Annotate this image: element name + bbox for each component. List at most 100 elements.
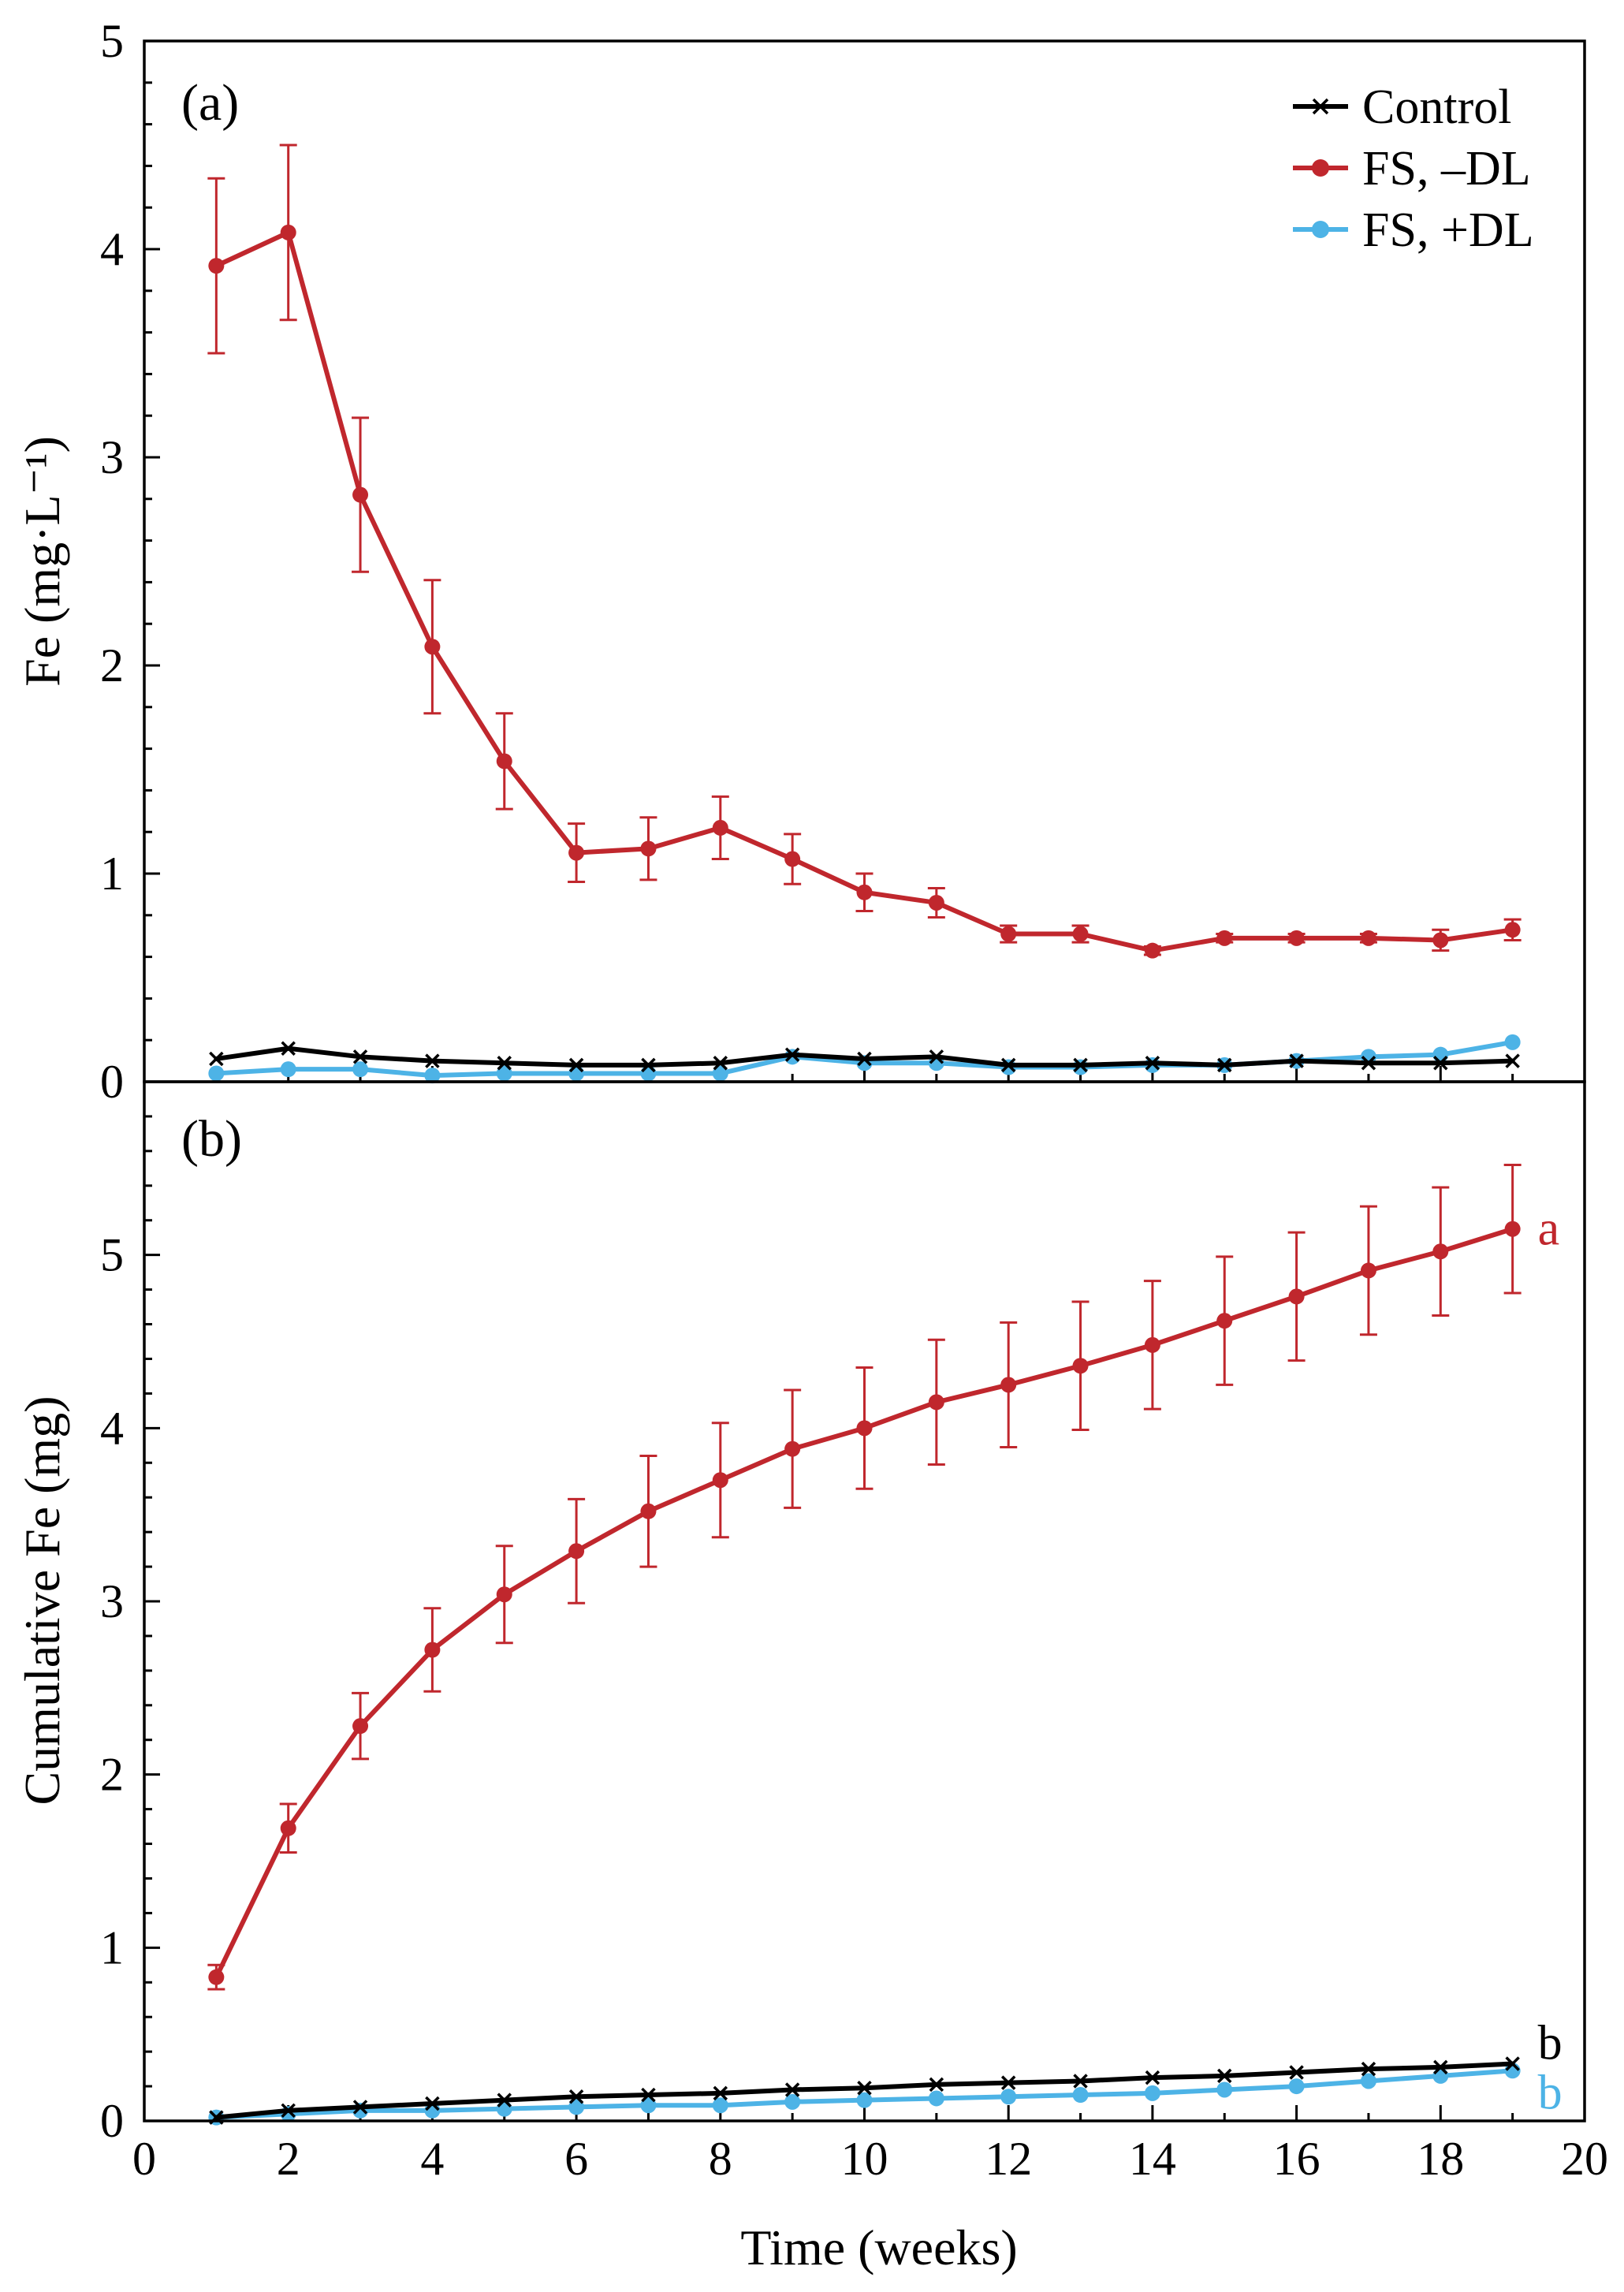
- panel-a-point-control: [929, 1049, 944, 1064]
- panel-a-point-fs-plus-dl: [424, 1068, 441, 1084]
- panel-b-point-fs-plus-dl: [1144, 2085, 1160, 2101]
- panel-a-point-fs-minus-dl: [712, 819, 728, 836]
- panel-a-point-control: [1289, 1053, 1304, 1068]
- legend-label-fs-minus-dl: FS, –DL: [1362, 142, 1531, 196]
- x-tick-label: 20: [1561, 2133, 1608, 2185]
- panel-a-series-fs-minus-dl: [207, 143, 1522, 959]
- panel-b-point-fs-plus-dl: [496, 2100, 512, 2117]
- panel-b-point-fs-plus-dl: [784, 2093, 801, 2110]
- significance-letter-fs-minus-dl: a: [1538, 1202, 1560, 1256]
- panel-b-point-fs-minus-dl: [496, 1586, 512, 1603]
- panel-a-point-fs-plus-dl: [496, 1065, 512, 1082]
- panel-a-point-fs-minus-dl: [640, 840, 657, 857]
- panel-b-point-control: [1361, 2061, 1376, 2077]
- panel-b-point-fs-minus-dl: [640, 1503, 657, 1519]
- panel-b-frame: [143, 1080, 1586, 2122]
- panel-b-point-control: [929, 2077, 944, 2093]
- panel-b-point-control: [1073, 2074, 1088, 2089]
- panel-a-point-fs-minus-dl: [1000, 926, 1017, 942]
- panel-b-point-fs-minus-dl: [712, 1472, 728, 1489]
- panel-a-point-control: [784, 1047, 800, 1062]
- panel-a-point-fs-plus-dl: [352, 1061, 369, 1078]
- panel-b-y-tick-label: 5: [100, 1229, 124, 1281]
- x-tick-label: 8: [709, 2133, 732, 2185]
- panel-a-point-fs-minus-dl: [1288, 930, 1305, 946]
- panel-b-point-fs-minus-dl: [1144, 1336, 1160, 1353]
- panel-a-y-tick-label: 4: [100, 223, 124, 275]
- panel-b-series-control: [209, 2056, 1520, 2125]
- panel-a-point-fs-plus-dl: [712, 1065, 728, 1082]
- panel-a-point-control: [281, 1041, 296, 1056]
- x-tick-label: 18: [1417, 2133, 1464, 2185]
- panel-a-point-control: [713, 1056, 728, 1071]
- panel-a-point-control: [568, 1057, 584, 1073]
- legend-item-fs-minus-dl: FS, –DL: [1293, 142, 1531, 196]
- legend: Control FS, –DL FS, +DL: [1293, 80, 1534, 257]
- panel-a-point-control: [425, 1053, 440, 1068]
- panel-b-point-fs-minus-dl: [280, 1820, 296, 1836]
- panel-b-point-control: [352, 2100, 368, 2115]
- panel-b-point-fs-minus-dl: [856, 1420, 873, 1437]
- panel-a-point-control: [352, 1049, 368, 1064]
- x-tick-label: 4: [420, 2133, 444, 2185]
- x-tick-label: 14: [1129, 2133, 1176, 2185]
- x-axis-title: Time (weeks): [740, 2219, 1017, 2275]
- panel-b-point-control: [784, 2082, 800, 2097]
- panel-a-point-fs-minus-dl: [1432, 932, 1449, 948]
- legend-label-control: Control: [1362, 80, 1511, 134]
- panel-a-label: (a): [181, 74, 239, 132]
- panel-a-point-fs-minus-dl: [1360, 930, 1376, 946]
- panel-b-y-axis-title: Cumulative Fe (mg): [14, 1396, 70, 1805]
- panel-b-point-control: [568, 2089, 584, 2104]
- panel-a-point-fs-minus-dl: [1144, 942, 1160, 959]
- x-tick-label: 0: [132, 2133, 156, 2185]
- panel-b-point-fs-minus-dl: [928, 1394, 944, 1411]
- panel-b-point-control: [641, 2087, 656, 2103]
- panel-b-point-fs-minus-dl: [784, 1440, 801, 1457]
- panel-a-point-fs-minus-dl: [928, 894, 944, 911]
- x-tick-label: 12: [985, 2133, 1032, 2185]
- panel-a-point-control: [641, 1057, 656, 1073]
- x-tick-label: 16: [1273, 2133, 1320, 2185]
- panel-b-point-fs-plus-dl: [1072, 2087, 1089, 2104]
- legend-item-control: Control: [1293, 80, 1511, 134]
- panel-b-point-fs-minus-dl: [424, 1642, 441, 1658]
- panel-a-point-control: [209, 1051, 224, 1067]
- panel-a-point-control: [1433, 1056, 1448, 1071]
- panel-a-point-fs-plus-dl: [1432, 1046, 1449, 1063]
- panel-a-point-control: [1361, 1056, 1376, 1071]
- panel-b-point-fs-plus-dl: [568, 2099, 585, 2115]
- panel-b-y-tick-label: 4: [100, 1402, 124, 1454]
- panel-a-series: [207, 143, 1522, 1084]
- panel-a-point-fs-minus-dl: [424, 639, 441, 655]
- panel-a-point-fs-plus-dl: [568, 1065, 585, 1082]
- panel-b-point-fs-minus-dl: [1504, 1221, 1521, 1237]
- legend-item-fs-plus-dl: FS, +DL: [1293, 203, 1534, 257]
- panel-b-point-control: [1000, 2075, 1016, 2090]
- legend-marker-fs-minus-dl: [1312, 159, 1329, 177]
- panel-b-label: (b): [181, 1110, 242, 1168]
- panel-b-point-fs-plus-dl: [1360, 2073, 1376, 2089]
- panel-a-y-tick-label: 3: [100, 431, 124, 483]
- panel-a-point-control: [1217, 1057, 1232, 1073]
- panel-a-point-fs-minus-dl: [1504, 922, 1521, 938]
- panel-a-point-fs-minus-dl: [1072, 926, 1089, 942]
- panel-b-point-fs-plus-dl: [1000, 2089, 1017, 2105]
- panel-b-point-control: [497, 2093, 512, 2108]
- panel-a-point-fs-plus-dl: [640, 1065, 657, 1082]
- panel-b-series-fs-plus-dl: [208, 2063, 1521, 2126]
- panel-b-y-tick-label: 2: [100, 1749, 124, 1801]
- panel-b-point-fs-plus-dl: [856, 2092, 873, 2108]
- panel-b-series: b a b: [207, 1163, 1563, 2126]
- legend-label-fs-plus-dl: FS, +DL: [1362, 203, 1534, 257]
- panel-b-y-tick-label: 0: [100, 2095, 124, 2147]
- legend-marker-fs-plus-dl: [1312, 221, 1329, 238]
- panel-b-point-fs-minus-dl: [1288, 1288, 1305, 1305]
- panel-b-y-tick-label: 1: [100, 1921, 124, 1973]
- panel-a-point-control: [1145, 1056, 1160, 1071]
- panel-a-point-control: [1505, 1053, 1520, 1068]
- legend-marker-control: [1312, 98, 1329, 115]
- panel-a-point-control: [497, 1056, 512, 1071]
